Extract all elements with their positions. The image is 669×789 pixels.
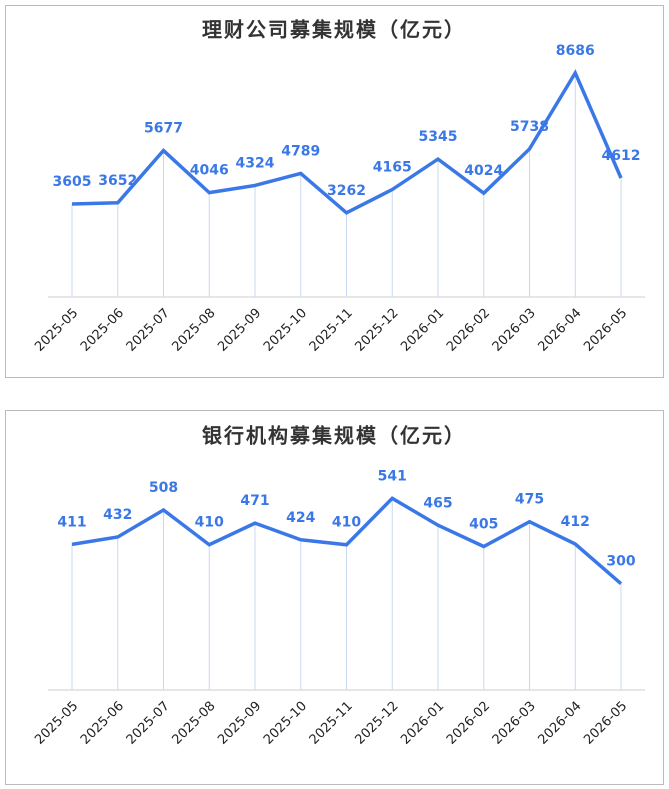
data-label: 4024 [464, 163, 503, 179]
data-label: 508 [149, 480, 178, 496]
data-label: 5677 [144, 121, 183, 137]
data-label: 3605 [53, 174, 92, 190]
data-label: 410 [332, 515, 361, 531]
data-label: 412 [561, 514, 590, 530]
data-label: 5345 [419, 129, 458, 145]
data-label: 465 [423, 495, 452, 511]
data-label: 8686 [556, 43, 595, 59]
line [71, 496, 623, 586]
data-label: 424 [286, 510, 315, 526]
data-label: 4046 [190, 163, 229, 179]
data-label: 475 [515, 492, 544, 508]
data-label: 541 [378, 468, 407, 484]
data-label: 300 [606, 554, 635, 570]
panel [5, 5, 664, 378]
data-label: 405 [469, 517, 498, 533]
data-label: 410 [195, 515, 224, 531]
data-label: 4324 [236, 155, 275, 171]
data-label: 3262 [327, 183, 366, 199]
data-label: 411 [57, 514, 86, 530]
data-label: 4165 [373, 160, 412, 176]
data-label: 3652 [98, 173, 137, 189]
line [71, 69, 623, 215]
chart-title: 银行机构募集规模（亿元） [202, 424, 466, 448]
panel [5, 410, 664, 785]
chart-title: 理财公司募集规模（亿元） [202, 18, 466, 42]
data-label: 432 [103, 507, 132, 523]
data-label: 4789 [281, 143, 320, 159]
data-label: 471 [240, 493, 269, 509]
